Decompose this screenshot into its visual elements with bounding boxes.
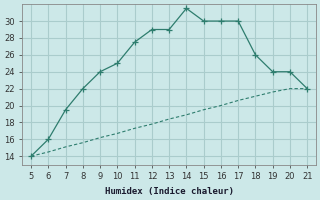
X-axis label: Humidex (Indice chaleur): Humidex (Indice chaleur)	[105, 187, 234, 196]
